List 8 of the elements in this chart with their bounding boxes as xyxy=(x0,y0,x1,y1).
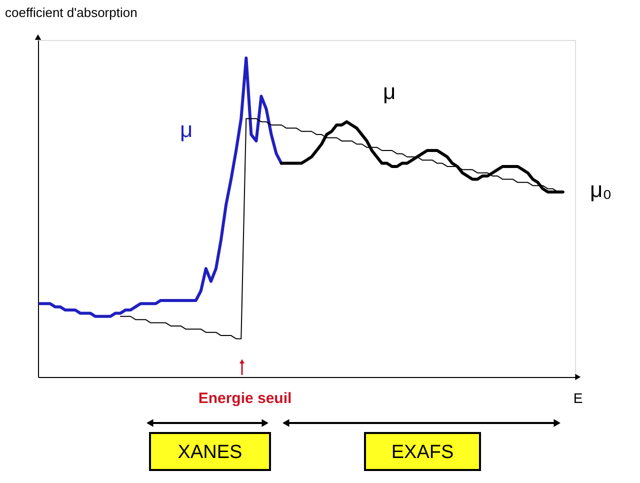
series-label: μ₀ xyxy=(590,177,612,202)
text: μ xyxy=(180,117,193,142)
series-label: μ xyxy=(383,79,396,104)
text: EXAFS xyxy=(391,442,454,463)
text: XANES xyxy=(178,442,242,463)
y-axis-title: coefficient d'absorption xyxy=(5,5,138,20)
text: Energie seuil xyxy=(198,390,292,407)
x-axis-title: E xyxy=(573,390,583,406)
